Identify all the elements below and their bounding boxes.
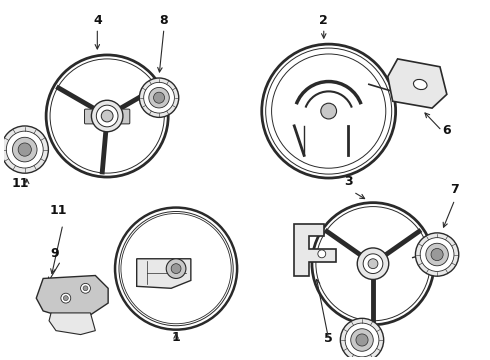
Circle shape	[101, 110, 113, 122]
Circle shape	[431, 248, 443, 261]
Circle shape	[341, 318, 384, 360]
Circle shape	[321, 103, 337, 119]
Circle shape	[426, 243, 448, 266]
Text: 1: 1	[172, 332, 180, 345]
Text: 9: 9	[50, 247, 59, 260]
Circle shape	[80, 283, 91, 293]
Polygon shape	[36, 275, 108, 318]
Circle shape	[357, 248, 389, 279]
Text: 11: 11	[49, 204, 67, 217]
Text: 5: 5	[324, 332, 333, 346]
Circle shape	[345, 323, 379, 357]
Circle shape	[166, 259, 186, 278]
Circle shape	[139, 78, 179, 117]
Circle shape	[61, 293, 71, 303]
Circle shape	[92, 100, 123, 132]
Text: 10: 10	[348, 332, 366, 345]
Circle shape	[171, 264, 181, 274]
Circle shape	[1, 126, 49, 173]
Circle shape	[420, 238, 454, 271]
Polygon shape	[137, 259, 191, 288]
Circle shape	[63, 296, 68, 301]
Polygon shape	[49, 313, 96, 334]
Text: 11: 11	[11, 177, 28, 190]
Text: 2: 2	[319, 14, 328, 27]
Circle shape	[351, 329, 373, 351]
Circle shape	[83, 286, 88, 291]
Circle shape	[318, 250, 326, 258]
Text: 8: 8	[160, 14, 168, 27]
Circle shape	[356, 334, 368, 346]
Circle shape	[363, 254, 383, 274]
Circle shape	[149, 87, 169, 108]
Text: 4: 4	[93, 14, 102, 27]
Polygon shape	[294, 224, 336, 275]
FancyBboxPatch shape	[84, 109, 130, 124]
Text: 6: 6	[442, 124, 451, 137]
Text: 3: 3	[344, 175, 353, 188]
Circle shape	[368, 259, 378, 269]
Circle shape	[416, 233, 459, 276]
Circle shape	[12, 137, 37, 162]
Polygon shape	[388, 59, 447, 108]
Text: 7: 7	[450, 183, 459, 196]
Circle shape	[153, 92, 165, 103]
Circle shape	[97, 105, 118, 127]
Circle shape	[6, 131, 43, 168]
Circle shape	[144, 82, 174, 113]
Ellipse shape	[414, 80, 427, 90]
Circle shape	[18, 143, 31, 156]
